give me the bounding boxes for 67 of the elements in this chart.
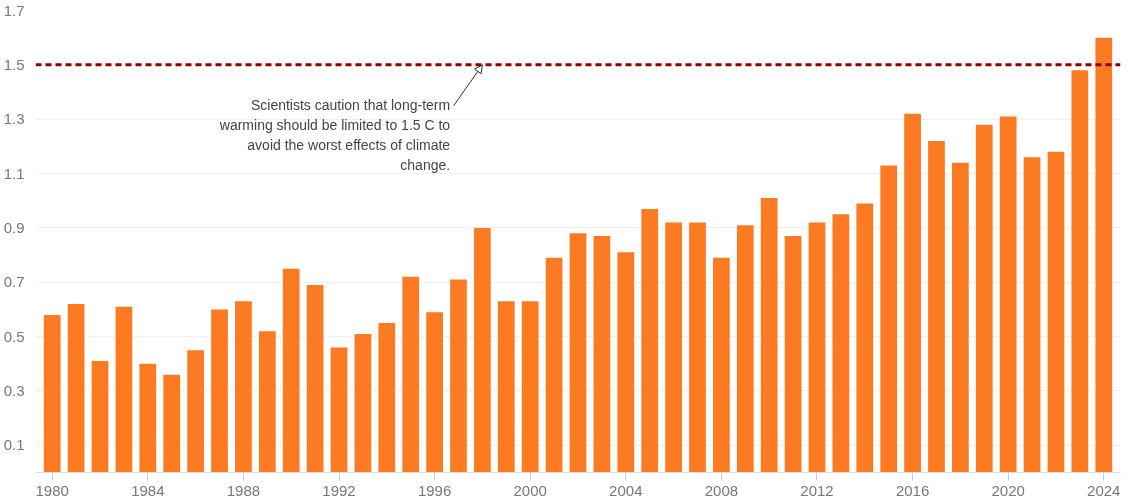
bar	[808, 222, 826, 473]
bar	[67, 304, 85, 473]
bar	[306, 284, 324, 473]
bar	[641, 208, 659, 473]
bar	[832, 214, 850, 473]
bar	[784, 236, 802, 473]
bar	[115, 306, 133, 473]
x-tick-label: 1996	[417, 481, 452, 499]
bar	[497, 301, 515, 473]
bar	[521, 301, 539, 473]
bar	[1071, 70, 1089, 473]
x-tick-label: 1980	[35, 481, 69, 499]
y-tick-label: 0.3	[3, 381, 25, 399]
x-tick-label: 2016	[895, 481, 930, 499]
bar	[139, 363, 157, 473]
bar	[330, 347, 348, 473]
bar	[880, 165, 898, 473]
bar	[378, 323, 396, 473]
y-tick-label: 1.5	[3, 55, 25, 73]
x-tick-label: 1984	[131, 481, 165, 499]
x-tick-label: 2008	[704, 481, 739, 499]
bar	[569, 233, 587, 473]
y-tick-label: 1.3	[3, 110, 25, 128]
bar	[43, 314, 61, 473]
bar	[402, 276, 420, 473]
bar	[999, 116, 1017, 473]
bar	[545, 257, 563, 473]
annotation: Scientists caution that long-term warming should be limited to 1.5 C to avoid the worst effects of climate change.	[218, 97, 451, 174]
bar	[928, 140, 945, 473]
bar	[713, 257, 730, 473]
bar	[665, 222, 682, 473]
bar	[736, 225, 754, 473]
bar	[258, 331, 276, 473]
bar	[617, 252, 635, 473]
bar	[474, 227, 491, 473]
bar	[975, 124, 993, 473]
x-tick-label: 2004	[609, 481, 643, 499]
bar	[91, 361, 109, 473]
bar	[689, 222, 706, 473]
bar	[593, 236, 611, 473]
x-tick-label: 2000	[513, 481, 547, 499]
x-tick-label: 2024	[1087, 481, 1121, 499]
y-tick-label: 0.7	[3, 273, 25, 291]
bar	[760, 198, 778, 473]
bar	[426, 312, 443, 473]
y-tick-label: 0.5	[3, 327, 25, 345]
bar	[282, 268, 300, 473]
x-tick-label: 2012	[800, 481, 834, 499]
y-tick-label: 1.7	[3, 1, 25, 19]
x-tick-label: 1988	[226, 481, 261, 499]
bar	[450, 279, 467, 473]
bar	[211, 309, 228, 473]
bar	[952, 162, 969, 473]
y-tick-label: 1.1	[3, 164, 25, 182]
bar	[1095, 37, 1113, 473]
bar	[1023, 157, 1041, 473]
x-tick-label: 1992	[322, 481, 356, 499]
x-tick-label: 2020	[991, 481, 1025, 499]
bar	[904, 113, 921, 473]
bar	[1047, 151, 1065, 473]
bar	[856, 203, 874, 473]
bar	[163, 374, 181, 473]
y-tick-label: 0.1	[3, 436, 25, 454]
bar	[354, 333, 372, 473]
bar	[187, 350, 204, 473]
bar	[235, 301, 252, 473]
y-tick-label: 0.9	[3, 218, 25, 236]
